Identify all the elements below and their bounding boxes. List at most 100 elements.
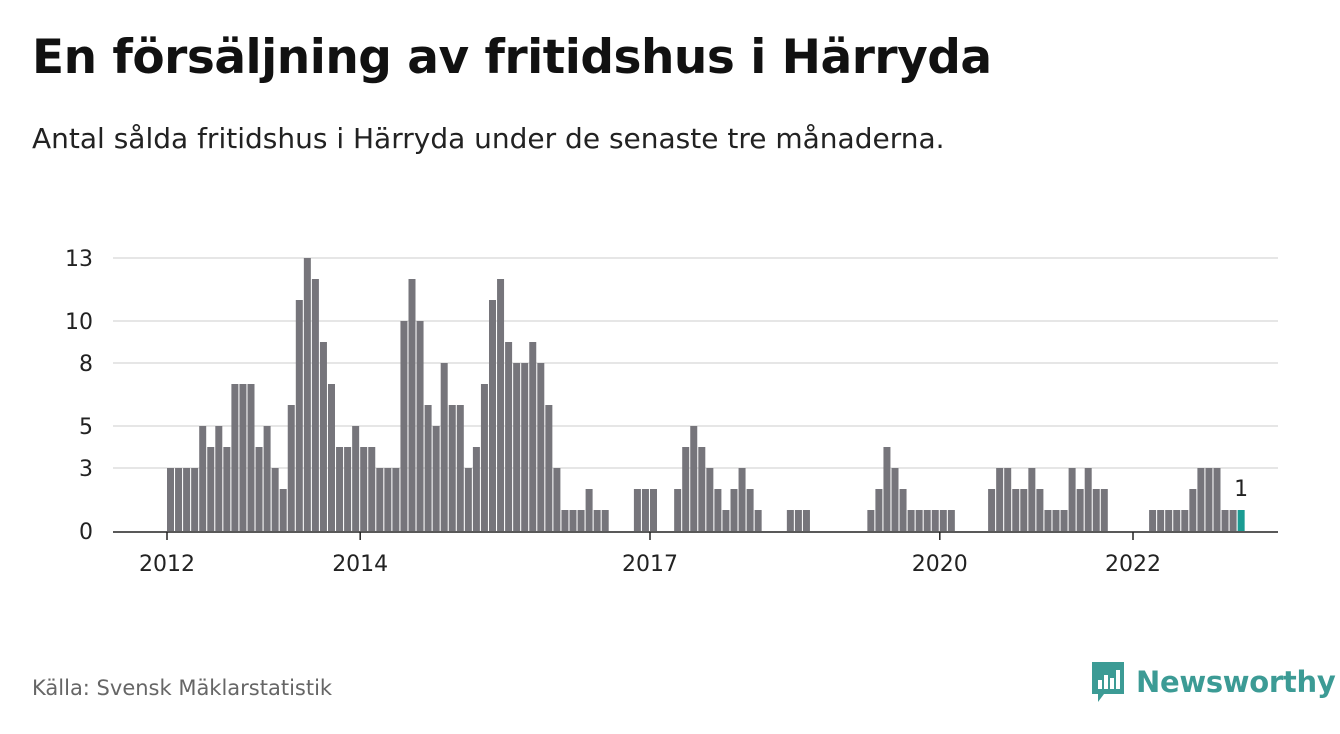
bar	[988, 489, 996, 531]
bar	[279, 489, 287, 531]
bar	[480, 384, 488, 531]
bar	[1012, 489, 1020, 531]
bar	[271, 468, 279, 531]
bar	[1173, 510, 1181, 531]
bar	[1189, 489, 1197, 531]
bar	[1004, 468, 1012, 531]
bar	[303, 258, 311, 531]
bar	[175, 468, 183, 531]
bar	[1044, 510, 1052, 531]
bar	[650, 489, 657, 531]
bar	[947, 510, 955, 531]
bar	[899, 489, 907, 531]
bar	[682, 447, 690, 531]
bar	[1084, 468, 1092, 531]
bars	[167, 258, 1245, 531]
bar	[191, 468, 199, 531]
x-axis-ticks: 2012 2014 2017 2020 2022	[139, 532, 1161, 577]
chart-subtitle: Antal sålda fritidshus i Härryda under d…	[32, 122, 945, 155]
bar	[263, 426, 271, 531]
y-tick-label: 13	[65, 247, 93, 272]
bar	[408, 279, 416, 531]
bar	[585, 489, 593, 531]
x-tick-label: 2014	[332, 552, 388, 577]
bar	[521, 363, 529, 531]
bar	[561, 510, 569, 531]
source-text: Källa: Svensk Mäklarstatistik	[32, 676, 333, 700]
bar	[1149, 510, 1157, 531]
bar	[400, 321, 408, 531]
bar	[867, 510, 875, 531]
bar	[722, 510, 730, 531]
bar	[875, 489, 883, 531]
chart-title: En försäljning av fritidshus i Härryda	[32, 30, 992, 85]
x-tick-label: 2017	[622, 552, 678, 577]
y-tick-label: 5	[79, 415, 93, 440]
bar	[231, 384, 239, 531]
bar	[513, 363, 521, 531]
bar	[376, 468, 384, 531]
bar	[1052, 510, 1060, 531]
bar	[287, 405, 295, 531]
bar	[1229, 510, 1237, 531]
bar	[464, 468, 472, 531]
bar	[456, 405, 464, 531]
bar	[601, 510, 609, 531]
bar	[472, 447, 480, 531]
bar	[923, 510, 931, 531]
bar	[344, 447, 352, 531]
bar	[432, 426, 440, 531]
last-value-label: 1	[1234, 477, 1248, 502]
bar	[537, 363, 545, 531]
bar	[199, 426, 207, 531]
bar	[891, 468, 899, 531]
bar	[641, 489, 649, 531]
bar	[352, 426, 360, 531]
bar	[1100, 489, 1108, 531]
bar	[706, 468, 714, 531]
bar	[392, 468, 400, 531]
bar	[883, 447, 891, 531]
bar	[996, 468, 1004, 531]
bar	[1157, 510, 1165, 531]
y-tick-label: 10	[65, 310, 93, 335]
bar	[1221, 510, 1229, 531]
bar	[1165, 510, 1173, 531]
bar	[360, 447, 368, 531]
bar	[738, 468, 746, 531]
bar	[633, 489, 641, 531]
bar	[802, 510, 810, 531]
bar	[489, 300, 496, 531]
x-tick-label: 2022	[1105, 552, 1161, 577]
bar	[754, 510, 762, 531]
bar	[247, 384, 255, 531]
bar	[440, 363, 448, 531]
bar	[505, 342, 513, 531]
bar	[545, 405, 553, 531]
bar	[167, 468, 174, 531]
bar	[497, 279, 505, 531]
bar	[416, 321, 424, 531]
bar	[1036, 489, 1044, 531]
bar	[1237, 510, 1245, 531]
bar	[577, 510, 585, 531]
bar	[239, 384, 247, 531]
bar	[183, 468, 191, 531]
bar	[336, 447, 344, 531]
bar	[569, 510, 577, 531]
bar	[328, 384, 335, 531]
y-axis-ticks: 0 3 5 8 10 13	[65, 247, 93, 545]
bar	[1205, 468, 1213, 531]
bar	[593, 510, 601, 531]
bar	[746, 489, 754, 531]
bar	[939, 510, 947, 531]
bar	[698, 447, 706, 531]
bar	[424, 405, 432, 531]
newsworthy-logo-icon	[1092, 662, 1124, 702]
bar	[730, 489, 738, 531]
bar	[1181, 510, 1189, 531]
bar	[907, 510, 915, 531]
bar	[255, 447, 263, 531]
bar	[714, 489, 722, 531]
bar	[448, 405, 456, 531]
